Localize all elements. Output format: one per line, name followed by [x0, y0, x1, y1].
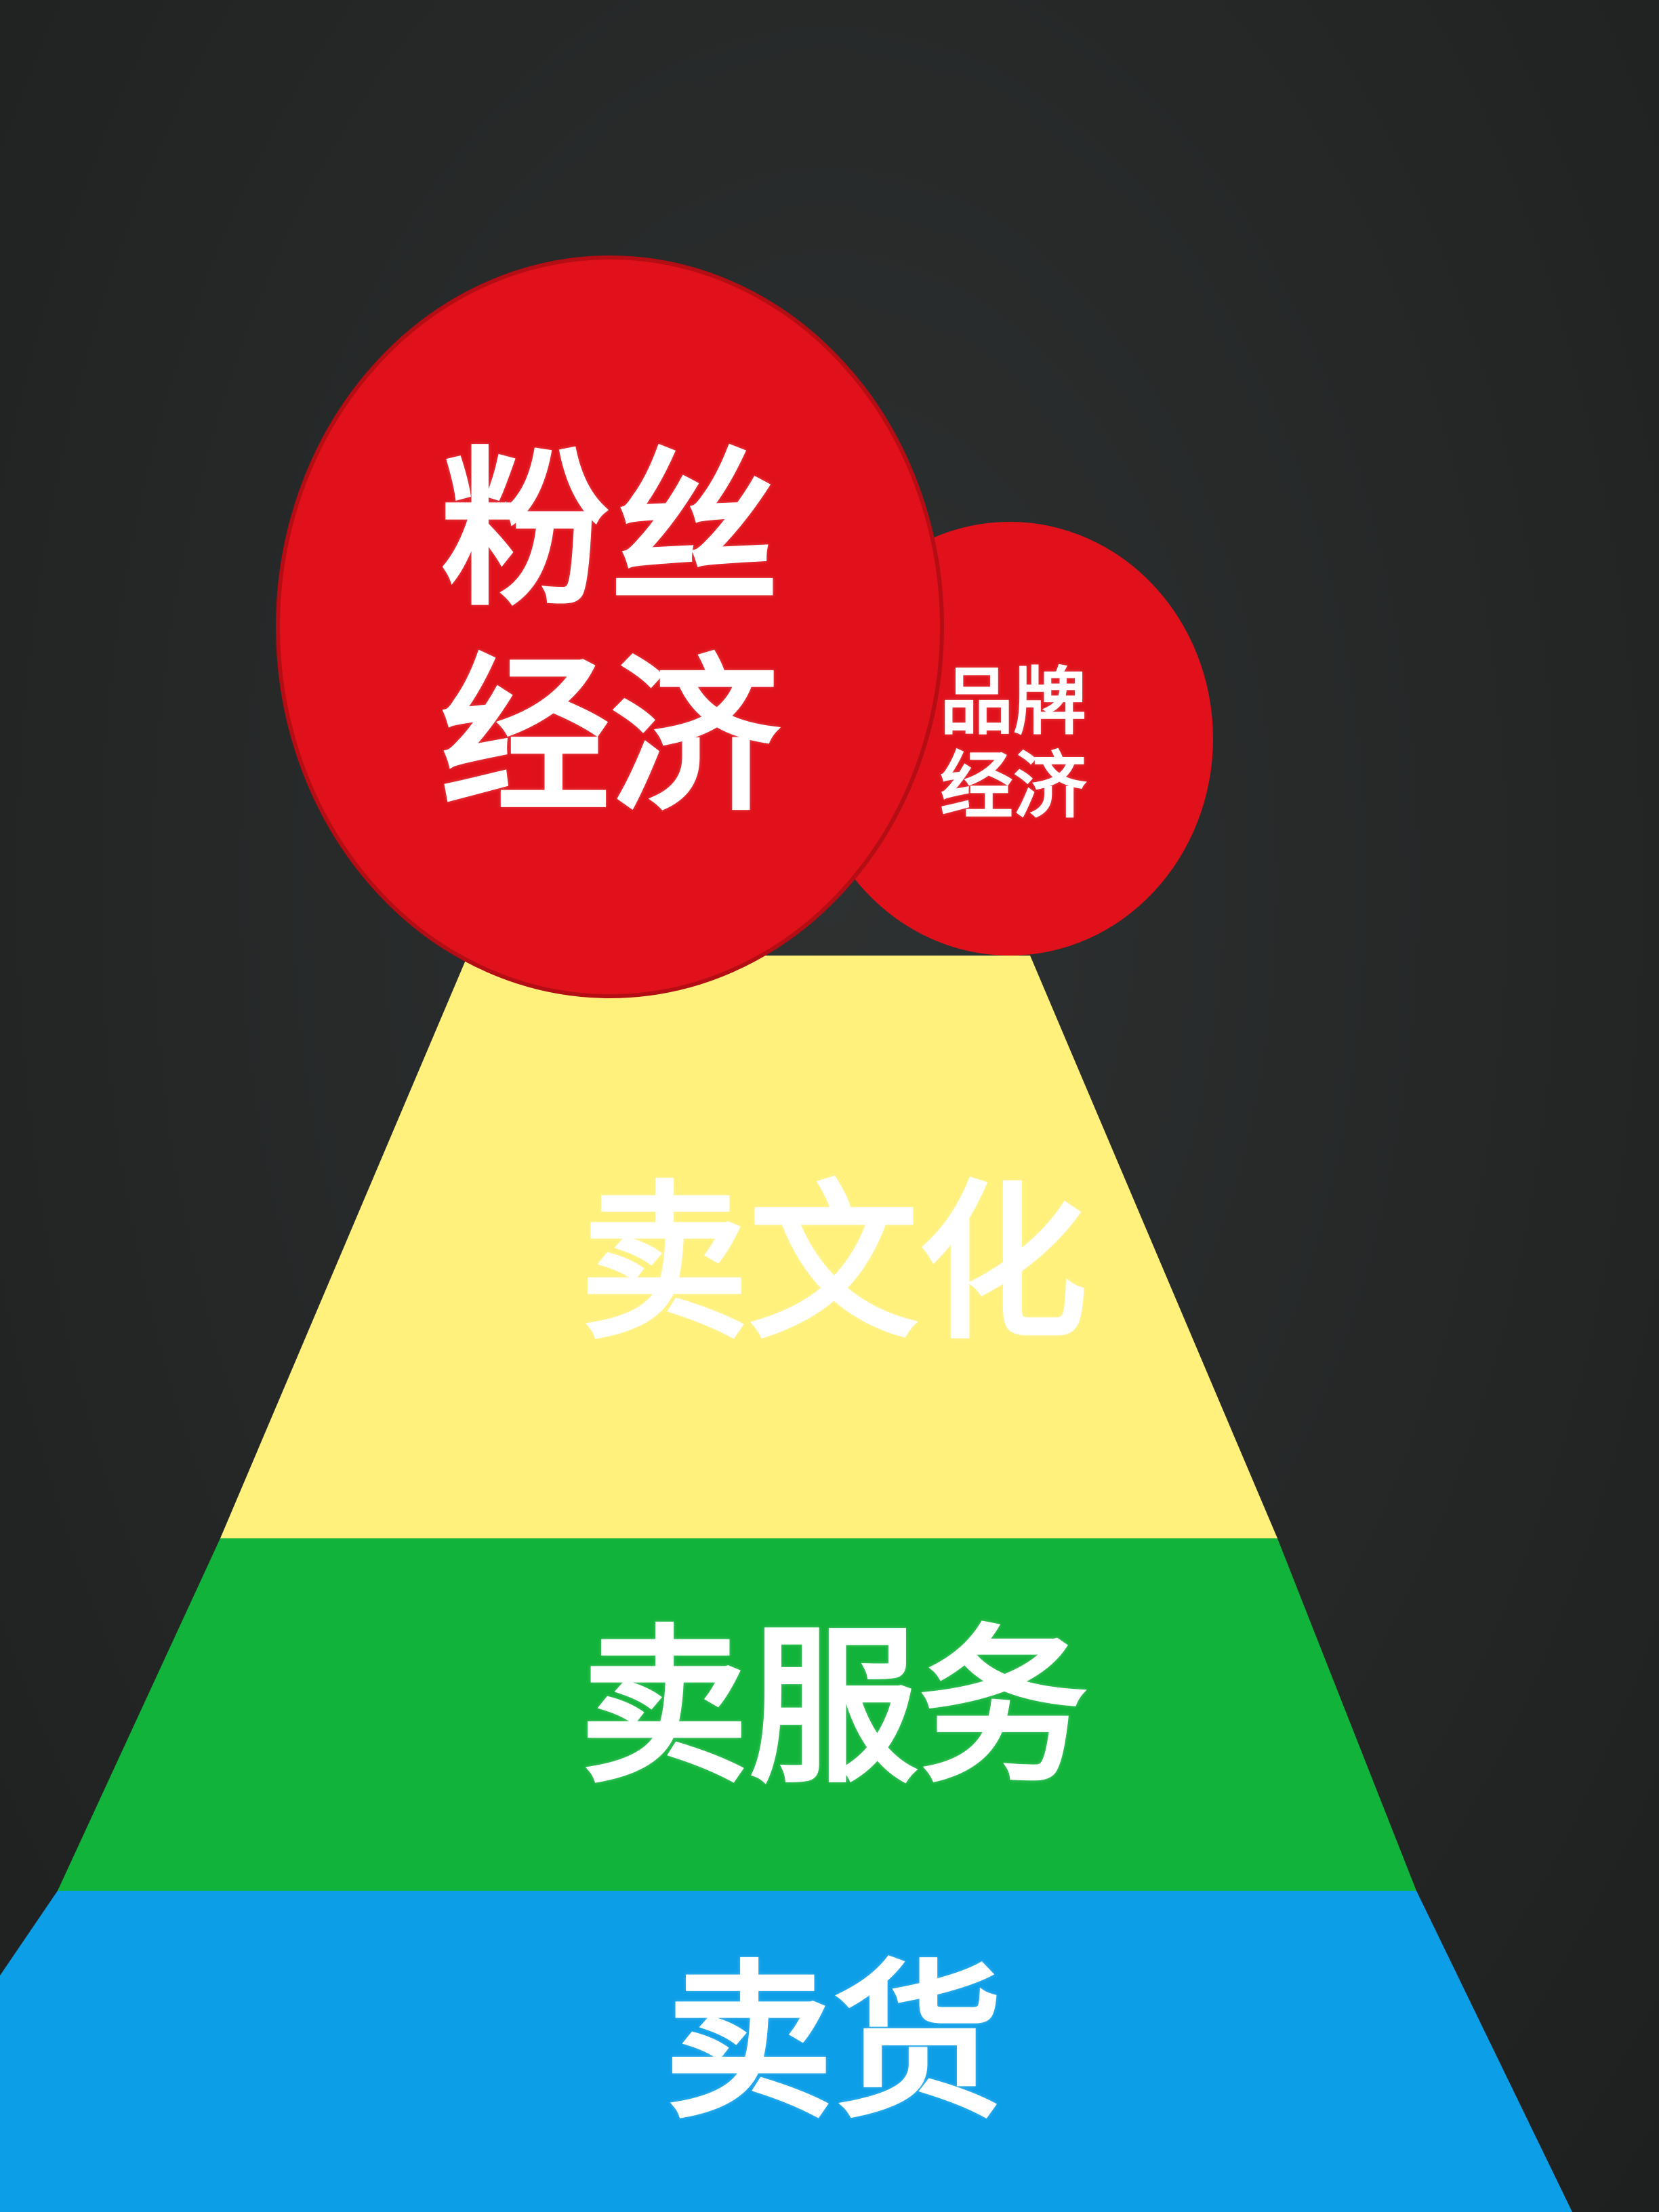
brand-economy-label: 品牌经济 — [939, 660, 1086, 830]
fan-economy-label: 粉丝经济 — [441, 432, 779, 836]
tier-culture-label: 卖文化 — [579, 1165, 1088, 1362]
tier-goods-shape — [0, 1891, 1572, 2212]
tier-service-label: 卖服务 — [579, 1609, 1088, 1806]
tier-culture-shape — [220, 956, 1277, 1538]
tier-service-shape — [58, 1538, 1416, 1891]
tier-goods-label: 卖货 — [664, 1944, 1003, 2142]
fan-economy-circle — [276, 255, 944, 998]
